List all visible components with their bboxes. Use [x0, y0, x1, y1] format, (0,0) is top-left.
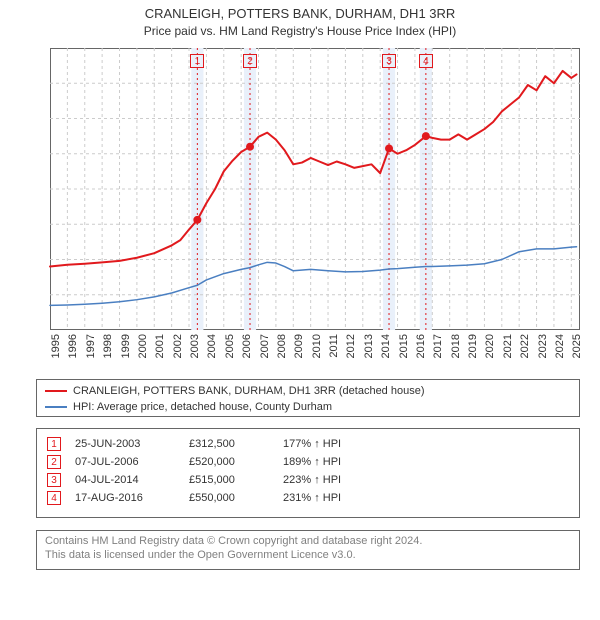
licence-line-2: This data is licensed under the Open Gov…: [45, 549, 571, 563]
sale-marker-4: 4: [419, 54, 433, 68]
table-price: £312,500: [189, 438, 269, 450]
table-pct: 177% ↑ HPI: [283, 438, 383, 450]
table-date: 07-JUL-2006: [75, 456, 175, 468]
table-marker-3: 3: [47, 473, 61, 487]
legend-item-price_paid: CRANLEIGH, POTTERS BANK, DURHAM, DH1 3RR…: [45, 383, 571, 399]
table-pct: 223% ↑ HPI: [283, 474, 383, 486]
sale-marker-3: 3: [382, 54, 396, 68]
table-date: 25-JUN-2003: [75, 438, 175, 450]
licence-notice: Contains HM Land Registry data © Crown c…: [36, 530, 580, 570]
table-price: £515,000: [189, 474, 269, 486]
table-price: £550,000: [189, 492, 269, 504]
table-date: 04-JUL-2014: [75, 474, 175, 486]
table-row: 1 25-JUN-2003 £312,500 177% ↑ HPI: [47, 435, 569, 453]
table-pct: 231% ↑ HPI: [283, 492, 383, 504]
table-marker-2: 2: [47, 455, 61, 469]
table-date: 17-AUG-2016: [75, 492, 175, 504]
table-row: 3 04-JUL-2014 £515,000 223% ↑ HPI: [47, 471, 569, 489]
sales-table: 1 25-JUN-2003 £312,500 177% ↑ HPI 2 07-JUL-20…: [36, 428, 580, 518]
legend-swatch: [45, 390, 67, 392]
table-row: 4 17-AUG-2016 £550,000 231% ↑ HPI: [47, 489, 569, 507]
legend: CRANLEIGH, POTTERS BANK, DURHAM, DH1 3RR…: [36, 379, 580, 417]
legend-swatch: [45, 406, 67, 408]
table-marker-4: 4: [47, 491, 61, 505]
table-marker-1: 1: [47, 437, 61, 451]
licence-line-1: Contains HM Land Registry data © Crown c…: [45, 535, 571, 549]
table-row: 2 07-JUL-2006 £520,000 189% ↑ HPI: [47, 453, 569, 471]
chart-svg: [0, 0, 600, 380]
table-price: £520,000: [189, 456, 269, 468]
legend-label: CRANLEIGH, POTTERS BANK, DURHAM, DH1 3RR…: [73, 385, 425, 397]
sale-marker-2: 2: [243, 54, 257, 68]
sale-marker-1: 1: [190, 54, 204, 68]
table-pct: 189% ↑ HPI: [283, 456, 383, 468]
legend-item-hpi: HPI: Average price, detached house, Coun…: [45, 399, 571, 415]
legend-label: HPI: Average price, detached house, Coun…: [73, 401, 332, 413]
